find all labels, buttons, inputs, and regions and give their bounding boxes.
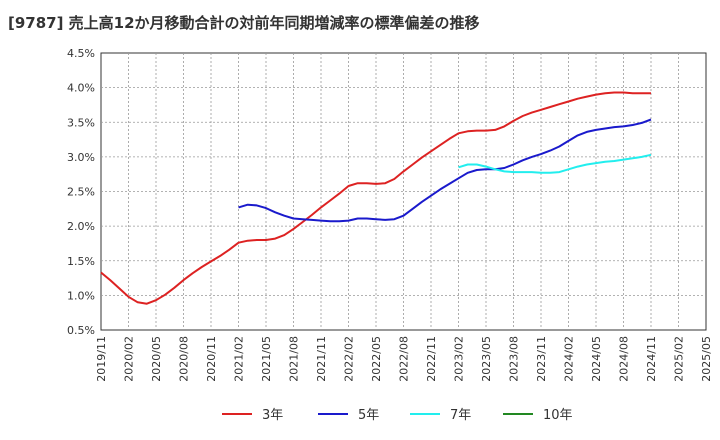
legend-label-10年: 10年 <box>543 408 573 423</box>
y-tick-label: 2.5% <box>67 186 95 199</box>
legend-label-5年: 5年 <box>358 408 379 423</box>
legend-label-3年: 3年 <box>262 408 283 423</box>
x-tick-label: 2024/11 <box>645 336 658 382</box>
x-tick-label: 2021/05 <box>260 336 273 382</box>
y-tick-label: 0.5% <box>67 324 95 337</box>
x-tick-label: 2024/05 <box>590 336 603 382</box>
x-tick-label: 2024/02 <box>563 336 576 382</box>
x-tick-label: 2021/02 <box>233 336 246 382</box>
series-line-7年 <box>458 153 652 174</box>
y-tick-label: 3.5% <box>67 116 95 129</box>
chart-title: [9787] 売上高12か月移動合計の対前年同期増減率の標準偏差の推移 <box>8 14 480 32</box>
x-tick-label: 2020/11 <box>205 336 218 382</box>
x-tick-label: 2023/05 <box>480 336 493 382</box>
y-tick-label: 1.0% <box>67 289 95 302</box>
grid-lines <box>101 53 706 330</box>
x-tick-label: 2025/02 <box>673 336 686 382</box>
x-tick-label: 2020/05 <box>150 336 163 382</box>
x-tick-label: 2023/02 <box>453 336 466 382</box>
series-line-5年 <box>238 118 652 223</box>
x-tick-label: 2023/08 <box>508 336 521 382</box>
x-tick-label: 2020/08 <box>178 336 191 382</box>
x-tick-label: 2022/05 <box>370 336 383 382</box>
x-tick-label: 2021/08 <box>288 336 301 382</box>
y-tick-label: 4.5% <box>67 47 95 60</box>
x-tick-label: 2019/11 <box>95 336 108 382</box>
x-tick-label: 2025/05 <box>700 336 713 382</box>
y-tick-label: 4.0% <box>67 82 95 95</box>
x-tick-label: 2022/02 <box>343 336 356 382</box>
x-tick-label: 2020/02 <box>123 336 136 382</box>
x-tick-label: 2021/11 <box>315 336 328 382</box>
legend: 3年 5年 7年 10年 <box>222 408 573 423</box>
series-layer <box>100 91 652 305</box>
y-tick-label: 3.0% <box>67 151 95 164</box>
axis-layer: 0.5% 1.0% 1.5% 2.0% 2.5% 3.0% 3.5% 4.0% 4.5% 2019… <box>67 47 713 382</box>
series-line-3年 <box>100 91 651 305</box>
y-tick-label: 1.5% <box>67 255 95 268</box>
legend-label-7年: 7年 <box>450 408 471 423</box>
x-tick-label: 2022/08 <box>398 336 411 382</box>
x-tick-label: 2024/08 <box>618 336 631 382</box>
x-tick-label: 2022/11 <box>425 336 438 382</box>
x-tick-label: 2023/11 <box>535 336 548 382</box>
y-tick-label: 2.0% <box>67 220 95 233</box>
